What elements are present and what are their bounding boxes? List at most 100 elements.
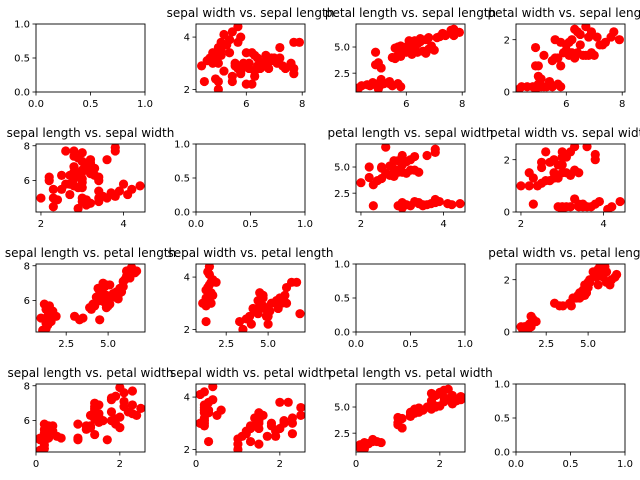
scatter-point xyxy=(90,429,100,440)
scatter-point xyxy=(275,42,285,53)
scatter-points xyxy=(516,24,625,92)
scatter-point xyxy=(279,418,289,428)
scatter-point xyxy=(44,306,55,316)
scatter-point xyxy=(127,386,138,396)
y-tick-label: 4 xyxy=(184,33,190,44)
scatter-point xyxy=(407,38,417,48)
scatter-point xyxy=(609,27,619,37)
axes-frame xyxy=(35,263,146,333)
y-tick-label: 8 xyxy=(24,261,30,272)
scatter-point xyxy=(114,186,124,196)
y-tick-label: 5.0 xyxy=(334,403,350,414)
scatter-point xyxy=(607,202,617,212)
scatter-point xyxy=(233,37,243,47)
y-tick-label: 2.5 xyxy=(334,429,350,440)
scatter-point xyxy=(39,299,49,309)
scatter-point xyxy=(103,301,113,311)
x-tick-label: 1.0 xyxy=(617,459,633,470)
scatter-point xyxy=(443,394,453,404)
y-tick-label: 8 xyxy=(24,381,30,392)
scatter-point xyxy=(596,269,607,280)
scatter-point xyxy=(85,155,96,165)
scatter-point xyxy=(253,309,263,319)
x-tick-label: 2 xyxy=(437,459,443,470)
scatter-point xyxy=(201,285,211,295)
scatter-point xyxy=(528,314,538,324)
scatter-point xyxy=(233,24,243,32)
scatter-point xyxy=(541,176,551,186)
y-tick-label: 2 xyxy=(504,275,510,286)
scatter-point xyxy=(281,282,292,293)
subplot-0-0: 0.0 0.5 1.0 0.0 0.5 1.0 xyxy=(14,20,153,110)
subplot-title: sepal width vs. petal length xyxy=(167,246,333,260)
scatter-point xyxy=(199,76,209,87)
scatter-point xyxy=(295,309,305,319)
x-tick-label: 5.0 xyxy=(580,339,596,350)
scatter-point xyxy=(424,33,434,43)
scatter-point xyxy=(244,58,254,68)
axes-frame xyxy=(35,23,146,93)
subplot-title: petal width vs. petal length xyxy=(488,246,640,260)
x-tick-label: 0.5 xyxy=(403,339,419,350)
y-tick-label: 2 xyxy=(504,35,510,46)
scatter-points xyxy=(196,24,305,92)
x-tick-label: 5.0 xyxy=(100,339,116,350)
y-tick-label: 0 xyxy=(504,328,510,339)
scatter-points xyxy=(356,24,465,92)
scatter-point xyxy=(393,42,403,52)
scatter-point xyxy=(208,384,218,392)
scatter-point xyxy=(516,322,526,332)
scatter-point xyxy=(61,179,71,189)
scatter-point xyxy=(255,63,265,74)
scatter-point xyxy=(356,178,366,188)
x-tick-label: 2.5 xyxy=(58,339,74,350)
scatter-point xyxy=(397,413,407,424)
y-tick-label: 0.5 xyxy=(174,174,190,185)
scatter-point xyxy=(377,163,387,173)
scatter-point xyxy=(65,189,75,200)
scatter-point xyxy=(592,32,602,42)
scatter-point xyxy=(396,82,406,92)
scatter-point xyxy=(238,324,248,332)
scatter-point xyxy=(528,199,538,209)
scatter-point xyxy=(227,71,237,81)
y-tick-label: 1.0 xyxy=(174,140,190,151)
scatter-point xyxy=(106,188,116,198)
scatter-point xyxy=(575,29,585,40)
scatter-point xyxy=(203,405,214,415)
axes-frame xyxy=(355,23,466,93)
scatter-point xyxy=(61,146,71,156)
scatter-point xyxy=(224,48,235,58)
x-tick-label: 1.0 xyxy=(457,339,473,350)
scatter-point xyxy=(57,170,67,180)
scatter-points xyxy=(356,144,465,212)
x-tick-label: 0.5 xyxy=(83,99,99,110)
axes-frame xyxy=(195,263,306,333)
axes-frame xyxy=(195,383,306,453)
scatter-point xyxy=(415,34,425,44)
scatter-point xyxy=(615,196,625,207)
scatter-point xyxy=(381,144,391,152)
scatter-point xyxy=(77,148,87,158)
scatter-point xyxy=(78,313,88,323)
scatter-point xyxy=(77,167,87,177)
scatter-point xyxy=(126,264,137,273)
axes-frame xyxy=(515,23,626,93)
scatter-point xyxy=(51,311,61,321)
scatter-point xyxy=(94,186,104,196)
subplot-1-1: 0.0 0.5 1.0 0.0 0.5 1.0 xyxy=(174,140,313,230)
scatter-point xyxy=(370,47,381,57)
x-tick-label: 2.5 xyxy=(218,339,234,350)
scatter-point xyxy=(289,63,299,74)
subplot-3-2: 0 2 2.5 5.0 petal length vs. petal width xyxy=(328,366,493,470)
scatter-point xyxy=(135,181,145,191)
axes-frame xyxy=(355,143,466,213)
y-tick-label: 0.5 xyxy=(494,414,510,425)
scatter-point xyxy=(397,150,407,161)
scatter-points xyxy=(356,384,465,452)
scatter-point xyxy=(280,290,290,300)
scatter-point xyxy=(39,419,49,429)
y-tick-label: 8 xyxy=(24,141,30,152)
